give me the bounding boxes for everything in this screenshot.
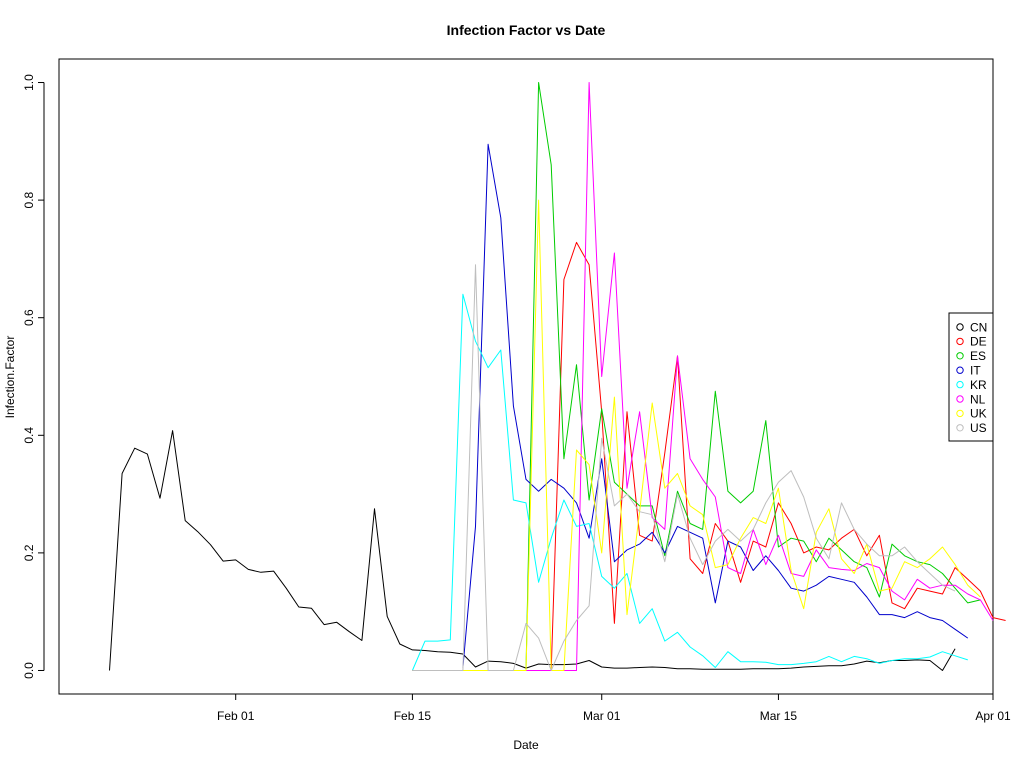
series-line-us [412, 264, 956, 671]
plot-frame [58, 58, 994, 695]
legend-marker-it [956, 366, 964, 374]
chart-title: Infection Factor vs Date [447, 22, 606, 38]
legend-label-uk: UK [970, 407, 987, 421]
y-tick-label: 0.4 [22, 427, 36, 444]
y-tick-label: 0.8 [22, 191, 36, 208]
y-tick-label: 0.0 [22, 662, 36, 679]
y-tick-label: 1.0 [22, 74, 36, 91]
y-axis: 0.0 0.2 0.4 0.6 0.8 1.0 [22, 74, 45, 679]
x-tick-label: Mar 01 [583, 709, 621, 723]
x-tick-label: Apr 01 [975, 709, 1011, 723]
legend-label-cn: CN [970, 320, 987, 334]
series-line-nl [412, 82, 994, 671]
y-axis-label: Infection.Factor [3, 336, 17, 419]
x-tick-label: Feb 01 [217, 709, 255, 723]
series-line-uk [412, 199, 981, 671]
legend-label-es: ES [970, 349, 986, 363]
legend-label-kr: KR [970, 378, 987, 392]
legend-marker-de [956, 337, 964, 346]
y-tick-label: 0.2 [22, 544, 36, 561]
legend-marker-uk [956, 409, 964, 418]
legend-marker-cn [956, 323, 964, 331]
series-line-kr [411, 293, 968, 671]
x-axis: Feb 01 Feb 15 Mar 01 Mar 15 Apr 01 [217, 693, 1011, 723]
legend-label-us: US [970, 421, 987, 435]
x-axis-label: Date [513, 738, 539, 752]
series-line-it [462, 143, 969, 668]
legend-label-it: IT [970, 364, 981, 378]
legend-marker-kr [956, 380, 964, 389]
legend-label-nl: NL [970, 392, 986, 406]
y-tick-label: 0.6 [22, 309, 36, 326]
legend-box [948, 312, 994, 442]
series-line-cn [109, 430, 956, 671]
legend-marker-nl [956, 395, 964, 403]
legend-marker-us [956, 424, 964, 432]
x-tick-label: Mar 15 [760, 709, 798, 723]
legend-marker-es [956, 352, 964, 360]
legend-label-de: DE [970, 335, 987, 349]
x-tick-label: Feb 15 [394, 709, 432, 723]
series-lines [109, 82, 1006, 671]
